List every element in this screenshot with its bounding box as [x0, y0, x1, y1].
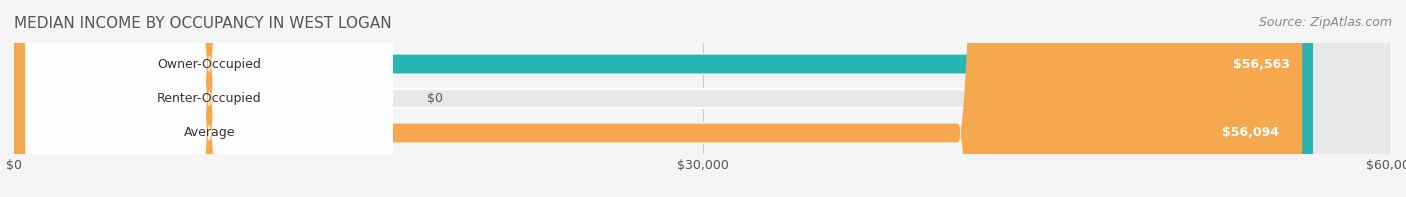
Text: $0: $0	[427, 92, 443, 105]
FancyBboxPatch shape	[25, 0, 394, 197]
Text: Average: Average	[184, 126, 235, 139]
FancyBboxPatch shape	[14, 0, 1392, 197]
Text: $56,563: $56,563	[1233, 58, 1291, 71]
Text: $56,094: $56,094	[1222, 126, 1279, 139]
FancyBboxPatch shape	[14, 0, 1302, 197]
FancyBboxPatch shape	[14, 0, 1392, 197]
Text: Renter-Occupied: Renter-Occupied	[157, 92, 262, 105]
FancyBboxPatch shape	[14, 0, 60, 197]
Text: MEDIAN INCOME BY OCCUPANCY IN WEST LOGAN: MEDIAN INCOME BY OCCUPANCY IN WEST LOGAN	[14, 16, 392, 31]
FancyBboxPatch shape	[14, 0, 1392, 197]
Text: Owner-Occupied: Owner-Occupied	[157, 58, 262, 71]
FancyBboxPatch shape	[25, 0, 394, 197]
FancyBboxPatch shape	[14, 0, 1313, 197]
FancyBboxPatch shape	[25, 0, 394, 197]
Text: Source: ZipAtlas.com: Source: ZipAtlas.com	[1258, 16, 1392, 29]
